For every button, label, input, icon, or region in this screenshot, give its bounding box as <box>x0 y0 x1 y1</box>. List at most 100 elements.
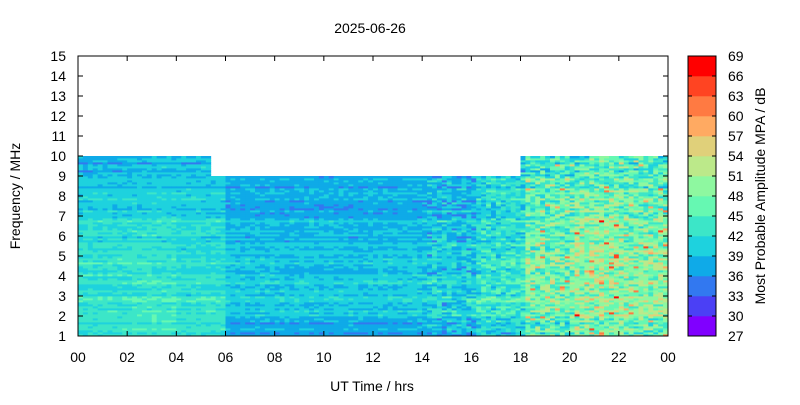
heat-cell <box>225 226 231 229</box>
heat-cell <box>107 326 113 329</box>
heat-cell <box>97 258 103 261</box>
heat-cell <box>112 288 118 291</box>
heat-cell <box>205 296 212 299</box>
heat-cell <box>82 184 89 187</box>
heat-cell <box>230 244 236 247</box>
heat-cell <box>186 272 192 275</box>
heat-cell <box>328 298 335 301</box>
heat-cell <box>343 258 349 261</box>
heat-cell <box>343 220 349 223</box>
heat-cell <box>122 260 128 263</box>
heat-cell <box>141 308 148 311</box>
heat-cell <box>205 218 212 221</box>
heat-cell <box>196 296 202 299</box>
heat-cell <box>259 238 266 241</box>
heat-cell <box>284 202 290 205</box>
heat-cell <box>259 184 266 187</box>
heat-cell <box>176 312 182 315</box>
heat-cell <box>210 312 217 315</box>
heat-cell <box>137 274 143 277</box>
heat-cell <box>240 218 246 221</box>
heat-cell <box>137 258 143 261</box>
heat-cell <box>205 206 212 209</box>
heat-cell <box>191 226 197 229</box>
heat-cell <box>259 222 266 225</box>
heat-cell <box>328 238 335 241</box>
heat-cell <box>279 252 285 255</box>
heat-cell <box>141 282 148 285</box>
heat-cell <box>314 288 320 291</box>
heat-cell <box>137 322 143 325</box>
heat-cell <box>235 332 241 335</box>
heat-cell <box>210 206 217 209</box>
heat-cell <box>181 202 187 205</box>
heat-cell <box>132 316 138 319</box>
heat-cell <box>358 192 364 195</box>
heat-cell <box>171 290 177 293</box>
heat-cell <box>309 320 315 323</box>
heat-cell <box>102 168 108 171</box>
heat-cell <box>318 222 325 225</box>
heat-cell <box>289 294 295 297</box>
heat-cell <box>215 182 221 185</box>
heat-cell <box>309 196 315 199</box>
heat-cell <box>127 326 133 329</box>
heat-cell <box>343 294 349 297</box>
heat-cell <box>240 286 246 289</box>
heat-cell <box>78 250 84 253</box>
heat-cell <box>294 176 300 179</box>
heat-cell <box>363 224 369 227</box>
heat-cell <box>225 222 231 225</box>
heat-cell <box>107 324 113 327</box>
heat-cell <box>264 282 271 285</box>
heat-cell <box>186 192 192 195</box>
heat-cell <box>127 172 133 175</box>
heat-cell <box>196 234 202 237</box>
heat-cell <box>220 216 226 219</box>
heat-cell <box>117 256 123 259</box>
heat-cell <box>146 194 153 197</box>
heat-cell <box>225 258 231 261</box>
heat-cell <box>127 176 133 179</box>
heat-cell <box>245 230 251 233</box>
heat-cell <box>333 190 339 193</box>
heat-cell <box>137 256 143 259</box>
heat-cell <box>250 208 256 211</box>
heat-cell <box>205 314 212 317</box>
heat-cell <box>279 230 285 233</box>
heat-cell <box>269 284 276 287</box>
heat-cell <box>186 274 192 277</box>
heat-cell <box>264 262 271 265</box>
heat-cell <box>230 208 236 211</box>
heat-cell <box>112 334 118 337</box>
heat-cell <box>151 234 158 237</box>
heat-cell <box>353 308 359 311</box>
heat-cell <box>132 226 138 229</box>
heat-cell <box>230 280 236 283</box>
heat-cell <box>117 254 123 257</box>
heat-cell <box>181 302 187 305</box>
heat-cell <box>274 250 280 253</box>
heat-cell <box>230 228 236 231</box>
heat-cell <box>196 172 202 175</box>
heat-cell <box>117 156 123 159</box>
heat-cell <box>78 256 84 259</box>
heat-cell <box>363 214 369 217</box>
heat-cell <box>127 202 133 205</box>
heat-cell <box>141 270 148 273</box>
heat-cell <box>264 214 271 217</box>
heat-cell <box>146 158 153 161</box>
heat-cell <box>333 222 339 225</box>
heat-cell <box>200 160 207 163</box>
heat-cell <box>264 178 271 181</box>
heat-cell <box>250 182 256 185</box>
heat-cell <box>348 274 354 277</box>
heat-cell <box>343 210 349 213</box>
heat-cell <box>107 194 113 197</box>
heat-cell <box>176 248 182 251</box>
heat-cell <box>289 268 295 271</box>
heat-cell <box>137 156 143 159</box>
heat-cell <box>186 242 192 245</box>
heat-cell <box>107 286 113 289</box>
heat-cell <box>141 266 148 269</box>
